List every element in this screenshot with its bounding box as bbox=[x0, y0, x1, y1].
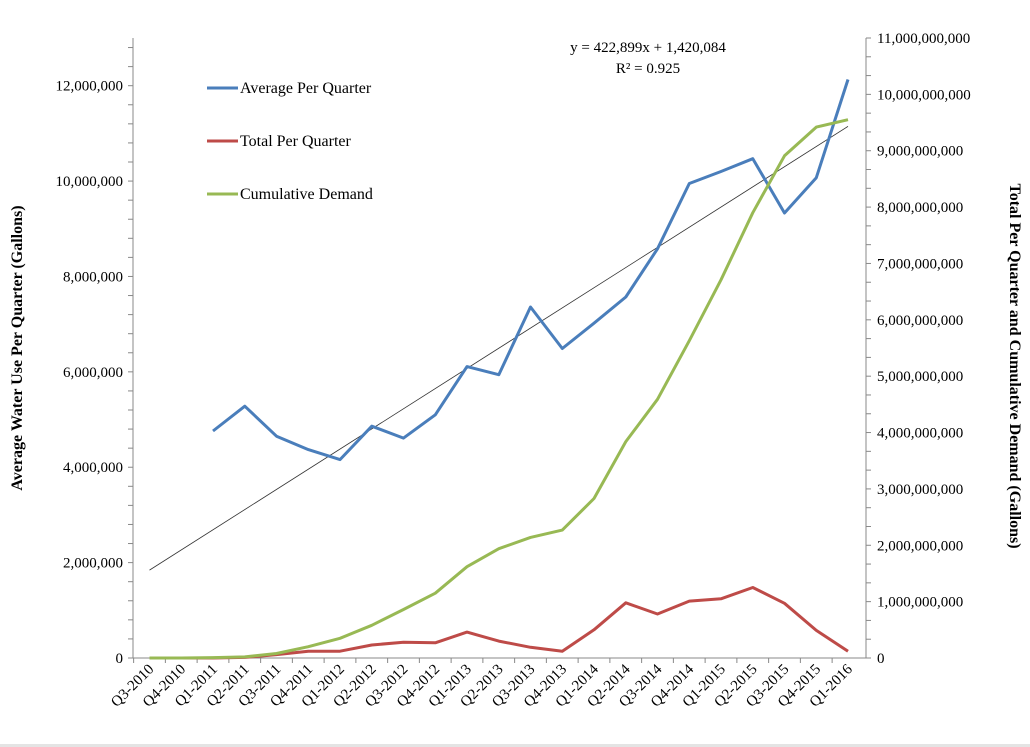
legend-label: Average Per Quarter bbox=[240, 80, 372, 97]
legend-label: Total Per Quarter bbox=[240, 133, 352, 150]
y-right-tick-label: 9,000,000,000 bbox=[877, 144, 963, 160]
y-right-tick-label: 4,000,000,000 bbox=[877, 426, 963, 442]
series-line-cumulative-demand bbox=[149, 118, 849, 660]
y-right-tick-label: 10,000,000,000 bbox=[877, 87, 971, 103]
y-right-tick-label: 3,000,000,000 bbox=[877, 482, 963, 498]
trendline-r2: R² = 0.925 bbox=[616, 61, 680, 77]
y-right-tick-label: 6,000,000,000 bbox=[877, 313, 963, 329]
trendline bbox=[149, 126, 849, 571]
trendline-equation: y = 422,899x + 1,420,084 bbox=[570, 40, 726, 56]
legend-label: Cumulative Demand bbox=[240, 186, 373, 203]
y-left-tick-label: 0 bbox=[116, 651, 124, 667]
y-right-tick-label: 5,000,000,000 bbox=[877, 369, 963, 385]
y-left-tick-label: 4,000,000 bbox=[63, 460, 123, 476]
y-left-tick-label: 10,000,000 bbox=[56, 174, 124, 190]
trendline-group bbox=[149, 126, 849, 571]
legend: Average Per Quarter Total Per Quarter Cumu… bbox=[207, 80, 373, 203]
y-axis-right-title: Total Per Quarter and Cumulative Demand … bbox=[1006, 183, 1023, 548]
y-left-tick-label: 6,000,000 bbox=[63, 365, 123, 381]
series-line-total-per-quarter bbox=[149, 586, 849, 660]
y-right-tick-label: 8,000,000,000 bbox=[877, 200, 963, 216]
series-lines bbox=[149, 79, 850, 660]
y-right-tick-label: 11,000,000,000 bbox=[877, 31, 970, 47]
y-right-tick-label: 7,000,000,000 bbox=[877, 256, 963, 272]
y-left-tick-label: 8,000,000 bbox=[63, 269, 123, 285]
bottom-border bbox=[0, 744, 1030, 747]
series-line-average-per-quarter bbox=[212, 79, 850, 462]
y-right-tick-label: 0 bbox=[877, 651, 885, 667]
y-left-tick-label: 2,000,000 bbox=[63, 556, 123, 572]
axes: 0 2,000,000 4,000,000 6,000,000 8,000,000 10,… bbox=[56, 31, 971, 711]
y-left-tick-label: 12,000,000 bbox=[56, 79, 124, 95]
y-right-tick-label: 1,000,000,000 bbox=[877, 595, 963, 611]
y-right-tick-label: 2,000,000,000 bbox=[877, 538, 963, 554]
y-axis-left-title: Average Water Use Per Quarter (Gallons) bbox=[9, 205, 26, 490]
